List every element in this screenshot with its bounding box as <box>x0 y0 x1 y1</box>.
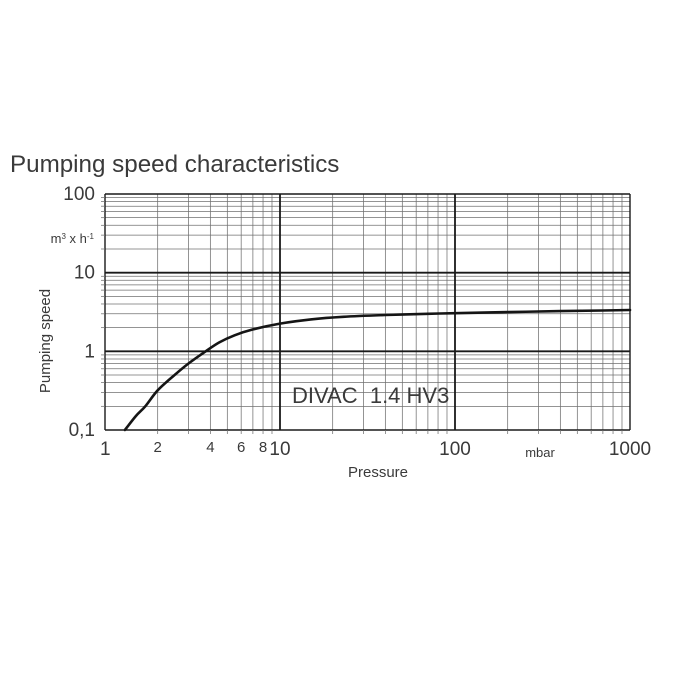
svg-text:100: 100 <box>63 184 95 205</box>
svg-text:1: 1 <box>100 439 111 460</box>
svg-text:8: 8 <box>259 439 267 456</box>
svg-text:Pumping speed: Pumping speed <box>37 289 54 393</box>
svg-text:2: 2 <box>154 439 162 456</box>
svg-text:4: 4 <box>206 439 214 456</box>
svg-text:m3 x h-1: m3 x h-1 <box>51 231 95 246</box>
svg-text:1: 1 <box>84 341 95 362</box>
svg-text:10: 10 <box>269 439 290 460</box>
svg-text:0,1: 0,1 <box>69 420 95 441</box>
svg-text:Pressure: Pressure <box>348 464 408 481</box>
svg-text:DIVAC 1.4 HV3: DIVAC 1.4 HV3 <box>292 383 449 408</box>
svg-text:1000: 1000 <box>609 439 651 460</box>
svg-text:mbar: mbar <box>525 445 555 460</box>
svg-text:10: 10 <box>74 263 95 284</box>
svg-text:100: 100 <box>439 439 471 460</box>
svg-text:6: 6 <box>237 439 245 456</box>
